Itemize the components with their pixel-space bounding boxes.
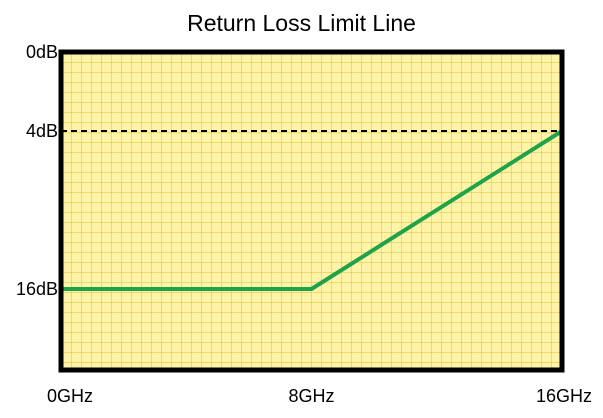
plot-area: [61, 52, 562, 370]
x-tick-label: 0GHz: [47, 386, 93, 406]
y-tick-label: 16dB: [16, 279, 58, 299]
x-tick-label: 16GHz: [536, 386, 592, 406]
series-point-0-1: [311, 288, 312, 290]
chart-title: Return Loss Limit Line: [187, 10, 416, 36]
x-tick-label: 8GHz: [288, 386, 334, 406]
plot-frame: [58, 49, 565, 373]
y-tick-label: 4dB: [26, 121, 58, 141]
y-tick-label: 0dB: [26, 42, 58, 62]
